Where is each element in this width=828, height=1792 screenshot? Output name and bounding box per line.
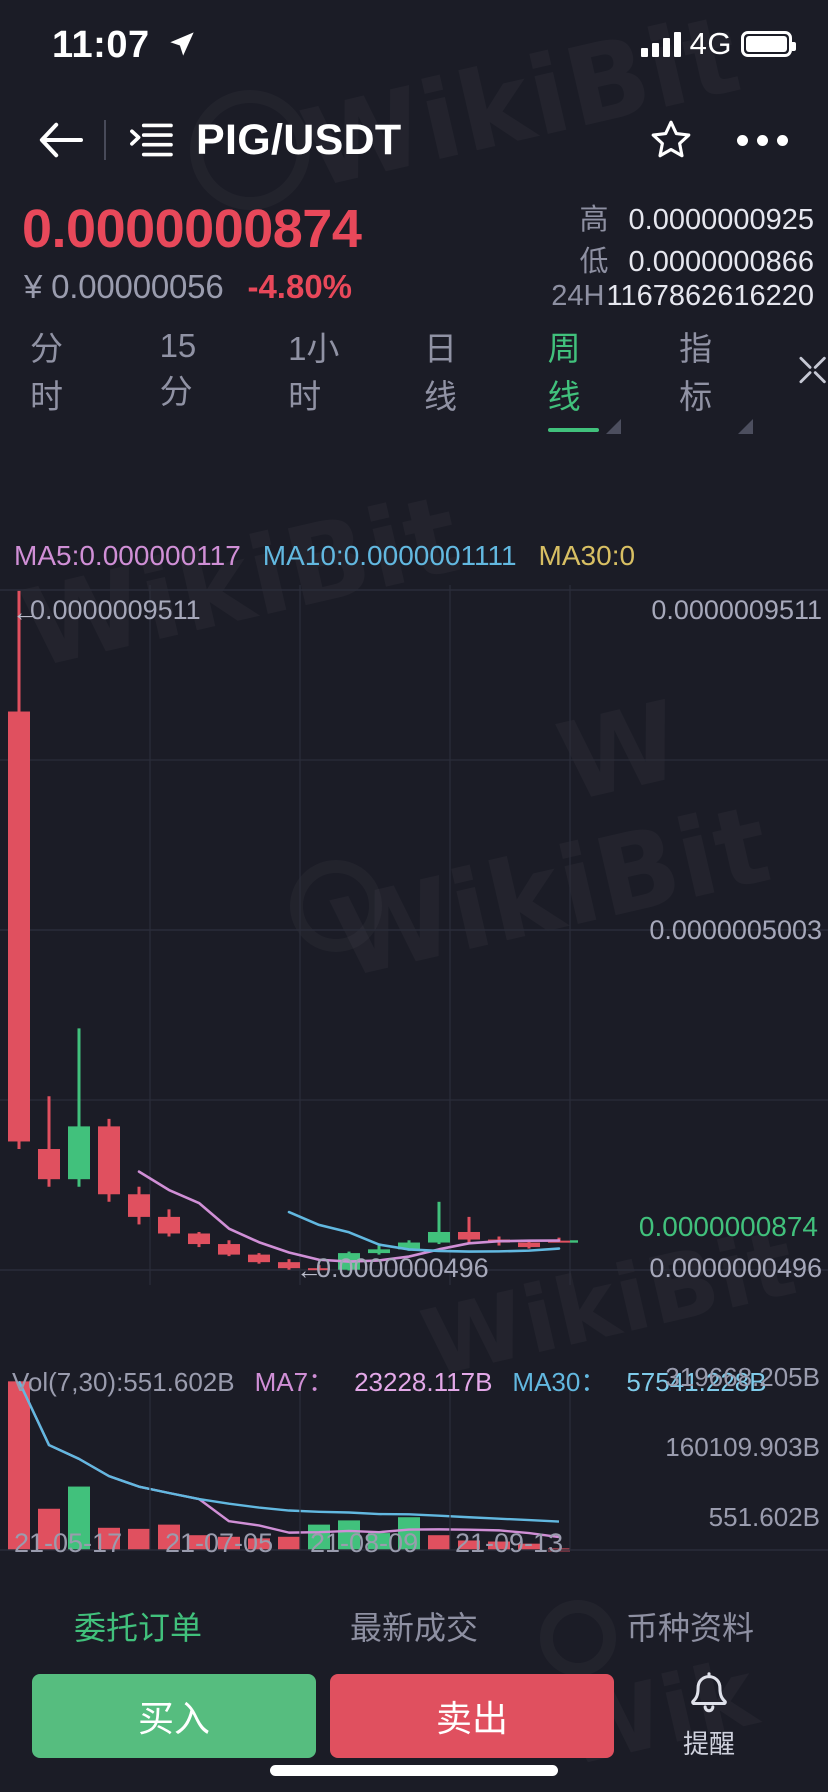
volume-ma7-label: MA7： [254, 1367, 335, 1397]
buy-button[interactable]: 买入 [32, 1674, 316, 1758]
tab-daily[interactable]: 日线 [423, 330, 457, 415]
tab-weekly[interactable]: 周线 [547, 322, 600, 432]
date-tick: 21-05-17 [14, 1528, 123, 1558]
bell-icon [691, 1671, 727, 1712]
ma-legend: MA5:0.000000117 MA10:0.0000001111 MA30:0 [14, 540, 635, 572]
battery-icon [741, 31, 796, 57]
stat-high-row: 高 0.0000000925 [551, 196, 815, 238]
chart-canvas[interactable] [0, 585, 828, 1575]
stat-volume-row: 24H 1167862616220 [551, 280, 814, 322]
more-dots-icon[interactable] [737, 134, 788, 146]
date-tick: 21-07-05 [165, 1528, 274, 1558]
page-title: PIG/USDT [196, 115, 402, 164]
ma30-legend: MA30:0 [538, 540, 636, 571]
tab-15min[interactable]: 15分 [159, 327, 197, 410]
chevron-down-icon [606, 419, 622, 434]
tab-fenshi[interactable]: 分时 [30, 330, 63, 415]
timeframe-tabs: 分时 15分 1小时 日线 周线 指标 [0, 327, 828, 434]
low-value: 0.0000000866 [628, 246, 814, 278]
volume-axis-bottom: 551.602B [708, 1502, 820, 1532]
market-list-icon[interactable] [128, 120, 174, 160]
sell-button[interactable]: 卖出 [330, 1674, 614, 1758]
tab-1hour[interactable]: 1小时 [288, 330, 340, 415]
tab-coin-info[interactable]: 币种资料 [625, 1610, 754, 1646]
high-label: 高 [579, 204, 609, 236]
action-bar: 买入 卖出 提醒 [0, 1671, 828, 1761]
date-tick: 21-08-09 [310, 1528, 419, 1558]
date-tick: 21-09-13 [455, 1528, 564, 1558]
nav-bar: PIG/USDT [0, 96, 828, 184]
status-bar: 11:07 4G [0, 0, 828, 92]
high-value: 0.0000000925 [628, 204, 814, 236]
home-indicator [270, 1765, 558, 1776]
expand-icon[interactable] [797, 350, 828, 390]
network-type: 4G [689, 26, 732, 61]
status-time: 11:07 [52, 24, 150, 66]
fiat-price: ¥ 0.00000056 [24, 268, 224, 305]
market-stats: 高 0.0000000925 低 0.0000000866 24H 116786… [551, 196, 814, 322]
stat-low-row: 低 0.0000000866 [551, 238, 815, 280]
volume-ma7-value: 23228.117B [354, 1367, 493, 1397]
signal-bars-icon [640, 31, 681, 57]
volume-ma30-label: MA30： [512, 1367, 607, 1397]
last-price: 0.0000000874 [22, 199, 362, 259]
low-label: 低 [579, 246, 609, 278]
tab-orders[interactable]: 委托订单 [73, 1610, 202, 1646]
current-price-label: 0.0000000874 [638, 1211, 818, 1242]
volume-axis-mid: 160109.903B [665, 1432, 820, 1462]
price-change-pct: -4.80% [247, 268, 353, 305]
tab-indicators[interactable]: 指标 [679, 330, 713, 415]
alert-button[interactable]: 提醒 [654, 1671, 764, 1761]
volume-ma30-value: 57541.228B [626, 1367, 767, 1397]
alert-label: 提醒 [682, 1728, 735, 1759]
star-icon[interactable] [649, 118, 693, 162]
axis-arrow-icon: ← [12, 597, 38, 627]
candlestick-chart[interactable]: ← 0.0000009511 0.0000009511 0.0000005003… [0, 585, 828, 1575]
volume-label: 24H [551, 280, 605, 312]
chevron-down-icon [737, 419, 753, 434]
order-tabs: 委托订单 最新成交 币种资料 [0, 1590, 828, 1662]
price-panel: 0.0000000874 ¥ 0.00000056 -4.80% 高 0.000… [0, 196, 828, 336]
nav-divider [104, 120, 106, 160]
volume-legend: Vol(7,30):551.602B MA7： 23228.117B MA30：… [12, 1362, 767, 1399]
volume-value-legend: Vol(7,30):551.602B [12, 1367, 235, 1397]
volume-value: 1167862616220 [606, 280, 814, 312]
date-axis: 21-05-17 21-07-05 21-08-09 21-09-13 [0, 1528, 828, 1574]
ma10-legend: MA10:0.0000001111 [262, 540, 517, 571]
location-arrow-icon [170, 32, 194, 56]
axis-arrow-icon: ← [296, 1255, 322, 1285]
tab-trades[interactable]: 最新成交 [349, 1610, 478, 1646]
volume-axis-top: 319668.205B [665, 1362, 820, 1392]
back-arrow-icon[interactable] [36, 119, 84, 161]
ma5-legend: MA5:0.000000117 [14, 540, 241, 571]
